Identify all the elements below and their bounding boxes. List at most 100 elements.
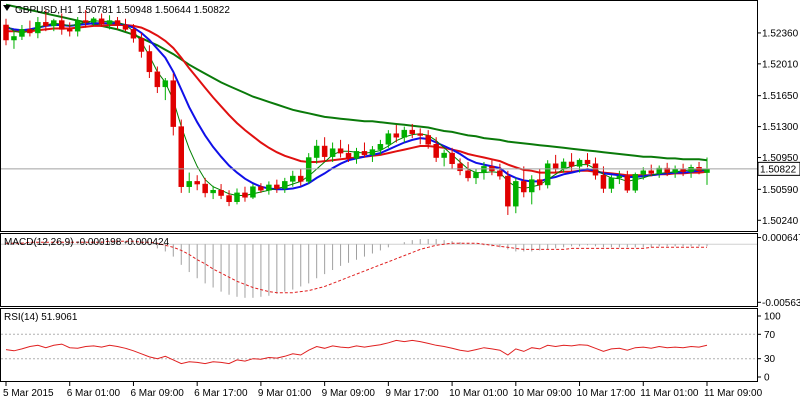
candle-body: [505, 175, 511, 207]
price-tick-label: 1.50240: [762, 216, 799, 227]
candle-body: [11, 36, 17, 41]
chart-ohlc-values: 1.50781 1.50948 1.50644 1.50822: [77, 5, 230, 16]
time-tick-label: 6 Mar 09:00: [130, 388, 184, 399]
candle-body: [441, 152, 447, 158]
candle-body: [592, 163, 599, 176]
price-tick-label: 1.50950: [762, 153, 799, 164]
slow-moving-average-line: [5, 3, 708, 162]
candle-body: [35, 22, 41, 34]
price-tick-label: 1.51650: [762, 91, 799, 102]
candle-body: [576, 159, 583, 167]
candle-body: [481, 166, 487, 173]
candle-body: [313, 145, 320, 158]
candle-body: [305, 157, 312, 182]
candle-body: [337, 148, 344, 154]
candle-body: [19, 29, 25, 37]
macd-axis: 0.000647 -0.005635: [757, 233, 800, 309]
candle-body: [433, 144, 439, 158]
candle-body: [186, 181, 192, 187]
candle-body: [648, 170, 654, 174]
candle-body: [250, 186, 256, 198]
candle-body: [449, 152, 455, 164]
time-tick-label: 10 Mar 01:00: [449, 388, 508, 399]
candle-body: [43, 22, 49, 27]
candle-body: [98, 18, 105, 25]
candle-body: [401, 129, 408, 138]
candle-body: [393, 133, 400, 138]
price-panel-frame: [0, 0, 758, 232]
candle-body: [234, 192, 240, 202]
candle-body: [258, 186, 264, 191]
macd-tick-label: -0.005635: [762, 298, 800, 309]
rsi-tick-label: 70: [764, 330, 776, 341]
candle-body: [114, 20, 121, 26]
candle-body: [90, 18, 97, 23]
candle-body: [568, 161, 575, 167]
candle-body: [704, 168, 710, 173]
candle-body: [202, 183, 208, 194]
candle-body: [321, 145, 328, 157]
rsi-tick-label: 0: [764, 373, 770, 384]
macd-tick-label: 0.000647: [762, 233, 800, 244]
price-tick-label: 1.50590: [762, 185, 799, 196]
candle-body: [242, 192, 248, 198]
candle-body: [59, 20, 65, 30]
candle-body: [74, 20, 81, 32]
macd-title: MACD(12,26,9) -0.000198 -0.000424: [4, 237, 170, 248]
candle-body: [345, 152, 352, 159]
candle-body: [417, 133, 423, 136]
time-tick-label: 10 Mar 09:00: [513, 388, 572, 399]
candle-body: [361, 151, 368, 156]
time-tick-label: 6 Mar 01:00: [67, 388, 121, 399]
candle-body: [425, 135, 431, 145]
candle-body: [385, 133, 392, 145]
candle-body: [656, 167, 662, 174]
collapse-arrow-icon[interactable]: [3, 5, 11, 11]
time-tick-label: 5 Mar 2015: [3, 388, 54, 399]
price-tick-label: 1.52010: [762, 59, 799, 70]
candle-body: [122, 24, 129, 30]
candle-body: [51, 20, 57, 27]
candle-body: [226, 195, 232, 202]
candle-body: [162, 80, 169, 88]
candle-body: [560, 161, 567, 170]
candle-body: [680, 168, 686, 172]
candle-body: [688, 167, 694, 172]
candle-body: [552, 163, 559, 170]
candle-body: [353, 151, 360, 159]
candle-body: [624, 175, 631, 191]
candle-body: [282, 181, 288, 189]
candle-body: [218, 189, 224, 196]
candle-body: [329, 148, 336, 157]
candle-body: [170, 80, 177, 127]
candle-body: [640, 170, 647, 175]
candle-body: [409, 129, 416, 134]
candle-body: [154, 71, 161, 88]
time-tick-label: 11 Mar 01:00: [640, 388, 699, 399]
time-tick-label: 10 Mar 17:00: [577, 388, 636, 399]
rsi-tick-label: 100: [764, 312, 781, 323]
candle-body: [584, 159, 591, 164]
candle-body: [3, 24, 9, 41]
candle-body: [146, 51, 153, 73]
candle-body: [544, 163, 551, 186]
candle-body: [473, 172, 479, 179]
price-tick-label: 1.52360: [762, 28, 799, 39]
candle-body: [632, 174, 639, 191]
candle-body: [297, 175, 304, 182]
candle-body: [457, 163, 463, 172]
candle-body: [536, 179, 543, 186]
candle-body: [66, 29, 73, 32]
candle-body: [608, 177, 615, 189]
candle-body: [377, 144, 384, 150]
candle-body: [664, 167, 670, 173]
time-tick-label: 9 Mar 01:00: [258, 388, 312, 399]
candle-body: [138, 37, 145, 52]
candle-body: [130, 29, 137, 39]
candle-body: [529, 179, 535, 193]
rsi-title: RSI(14) 51.9061: [4, 312, 78, 323]
candle-body: [616, 175, 623, 179]
current-price-label: 1.50822: [760, 164, 797, 175]
price-tick-label: 1.51300: [762, 122, 799, 133]
candle-body: [600, 174, 607, 189]
